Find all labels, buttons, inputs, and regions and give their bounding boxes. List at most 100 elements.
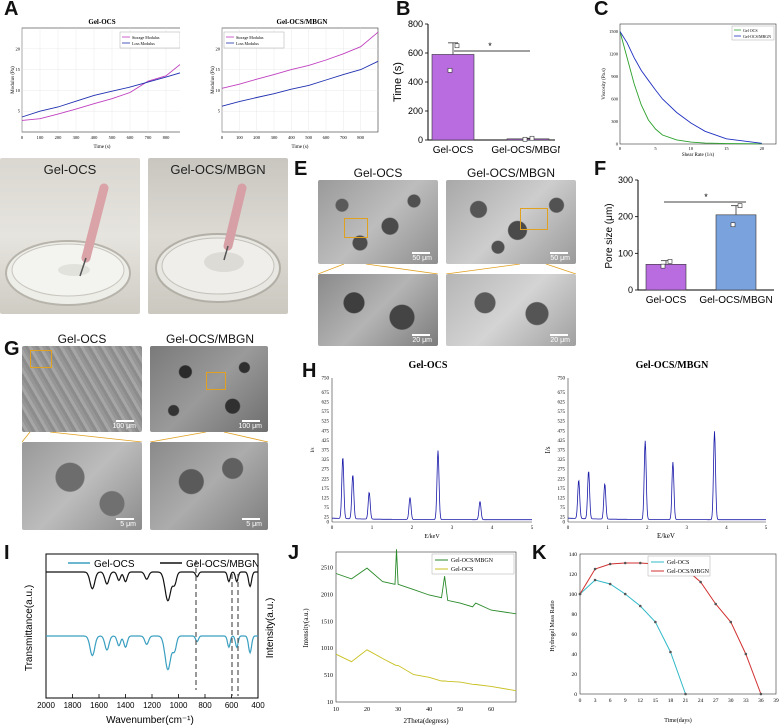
legend: Gel OCS Gel-OCS/MBGN (731, 25, 775, 41)
y-tick-label: 0 (563, 521, 566, 526)
y-tick-label: 15 (216, 67, 221, 72)
petri-dish-illustration (155, 183, 281, 303)
x-axis-label: Shear Rate (1/s) (682, 153, 715, 158)
bar (431, 54, 475, 141)
x-tick-label: 12 (638, 698, 644, 704)
x-tick-label: 15 (653, 698, 659, 704)
panel-f-chart: Pore size (μm) 0 100 200 300 * Gel-OCS Gel-… (604, 176, 774, 306)
y-tick-label: 575 (322, 410, 330, 415)
x-axis-label: E/keV (657, 532, 675, 540)
y-tick-label: 2510 (321, 566, 333, 572)
scale-label: 5 μm (246, 521, 262, 528)
series-line-gel-ocs (619, 31, 762, 145)
x-tick-label: 20 (364, 707, 370, 713)
x-tick-label: 400 (251, 701, 265, 710)
y-tick-label: 475 (558, 429, 566, 434)
legend-gel-ocs: Gel-OCS (451, 567, 473, 573)
photo-d-gel-ocs: Gel-OCS (0, 158, 140, 314)
y-tick-label: 5 (18, 109, 21, 114)
x-tick-label: 9 (624, 698, 627, 704)
x-tick-label: 0 (567, 526, 570, 531)
y-axis-label: Intensity(a.u.) (302, 608, 310, 648)
y-tick-label: 525 (558, 420, 566, 425)
x-ticks: 0 5 10 15 20 (619, 146, 765, 151)
bar (645, 264, 687, 291)
x-tick-label: 6 (609, 698, 612, 704)
scale-label: 5 μm (120, 521, 136, 528)
zoom-connector-lines (22, 432, 269, 442)
panel-label-i: I (4, 542, 10, 564)
x-tick-label: 2000 (37, 701, 55, 710)
zoom-box (520, 208, 548, 230)
y-tick-label: 600 (611, 97, 619, 102)
y-ticks: 0 100 200 300 (618, 176, 638, 295)
y-tick-label: 325 (322, 458, 330, 463)
series-line-loss-modulus (221, 60, 379, 107)
sem-label: Gel-OCS/MBGN (165, 332, 254, 346)
series-line-gel-ocs-mbgn (335, 549, 517, 615)
scale-label: 100 μm (112, 423, 137, 430)
scale-label: 100 μm (238, 423, 263, 430)
y-tick-label: 575 (558, 410, 566, 415)
x-tick-label: 1 (606, 526, 609, 531)
x-tick-label: 200 (55, 135, 63, 140)
x-ticks: 0 100 200 300 400 500 600 700 800 (221, 135, 365, 140)
series-line-gel-ocs (46, 635, 258, 671)
data-point (654, 620, 657, 624)
x-tick-label: 3 (451, 526, 454, 531)
sem-g-gel-ocs-top: 100 μm (22, 346, 142, 432)
scale-bar (550, 334, 568, 336)
data-point (593, 567, 597, 571)
x-tick-label: 400 (91, 135, 99, 140)
sem-e-gel-ocs-top: 50 μm (318, 180, 438, 264)
y-tick-label: 10 (16, 88, 21, 93)
grid (21, 28, 180, 132)
y-ticks: 5 10 15 20 (216, 46, 221, 113)
x-tick-label: 39 (773, 698, 779, 704)
data-point (737, 203, 743, 208)
data-point (454, 43, 460, 49)
data-point (529, 135, 535, 141)
y-axis-label: Time (s) (392, 62, 404, 102)
y-tick-label: 275 (558, 468, 566, 473)
chart-title: Gel-OCS (88, 18, 115, 26)
series-line-gel-ocs (335, 649, 517, 692)
zoom-box (344, 218, 368, 238)
y-axis-label: Pore size (μm) (604, 203, 615, 268)
x-tick-label: 18 (668, 698, 674, 704)
panel-label-a: A (4, 0, 19, 20)
x-tick-label: 2 (646, 526, 649, 531)
series-lines (578, 561, 763, 696)
y-axis-label-right: Intensity(a.u.) (265, 598, 276, 659)
y-tick-label: 10 (216, 88, 221, 93)
legend-gel-ocs-mbgn: Gel-OCS/MBGN (667, 569, 710, 575)
legend: Gel-OCS Gel-OCS/MBGN (68, 559, 259, 570)
y-tick-label: 400 (408, 77, 423, 87)
plot-frame (45, 553, 259, 699)
y-tick-label: 625 (322, 401, 330, 406)
x-tick-label: 4 (491, 526, 494, 531)
spectrum-line (568, 431, 766, 521)
x-tick-label: 600 (225, 701, 239, 710)
panel-h-right-chart: Gel-OCS/MBGN 025751251752252753253754254… (544, 360, 768, 540)
data-point (744, 652, 748, 656)
x-tick-label: 15 (724, 146, 729, 151)
x-tick-label: 300 (73, 135, 81, 140)
x-tick-label: 600 (323, 135, 331, 140)
x-tick-label: 0 (619, 146, 622, 151)
y-tick-label: 525 (322, 420, 330, 425)
x-tick-label: 2 (411, 526, 414, 531)
y-tick-label: 20 (572, 672, 578, 678)
bar (506, 138, 550, 141)
y-tick-label: 0 (418, 135, 423, 145)
x-tick-label: 0 (579, 698, 582, 704)
x-tick-label: 3 (594, 698, 597, 704)
x-tick-label: 400 (288, 135, 296, 140)
sem-g-gel-ocs-mbgn-top: 100 μm (150, 346, 268, 432)
legend: Gel-OCS/MBGN Gel-OCS (431, 553, 515, 575)
x-tick-label: 1600 (90, 701, 108, 710)
scale-label: 20 μm (412, 337, 432, 344)
panel-label-h: H (302, 360, 317, 382)
x-axis-label: Time (s) (94, 145, 111, 150)
